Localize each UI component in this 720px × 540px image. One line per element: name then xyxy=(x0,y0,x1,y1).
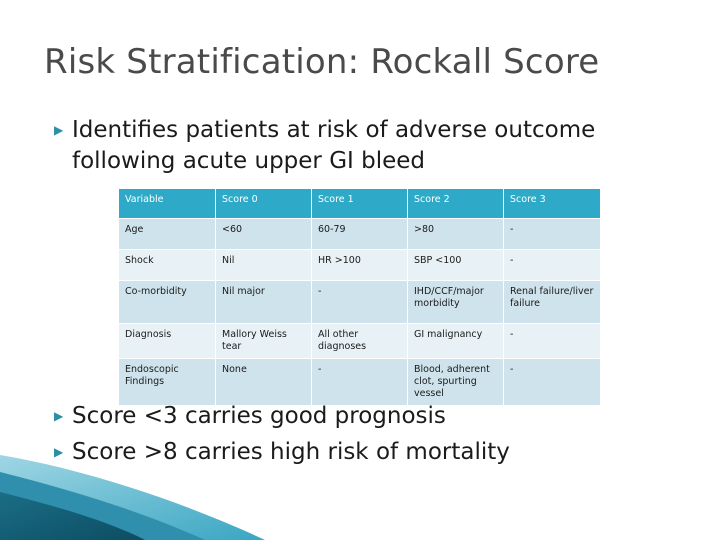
table-cell: Age xyxy=(118,218,216,250)
table-cell: Co-morbidity xyxy=(118,280,216,324)
header-score-3: Score 3 xyxy=(503,188,601,219)
table-cell: Nil major xyxy=(215,280,312,324)
table-cell: - xyxy=(311,358,408,406)
slide-title: Risk Stratification: Rockall Score xyxy=(44,42,600,82)
bullet-good-prognosis-text: Score <3 carries good prognosis xyxy=(72,403,446,429)
table-cell: Shock xyxy=(118,249,216,281)
table-cell: Diagnosis xyxy=(118,323,216,359)
bullet-intro-text: Identifies patients at risk of adverse o… xyxy=(72,117,596,174)
table-cell: - xyxy=(503,323,601,359)
table-cell: - xyxy=(503,249,601,281)
bullet-arrow-icon: ▶ xyxy=(54,445,64,459)
table-cell: - xyxy=(311,280,408,324)
table-cell: Blood, adherent clot, spurting vessel xyxy=(407,358,504,406)
table-cell: <60 xyxy=(215,218,312,250)
table-row: Shock Nil HR >100 SBP <100 - xyxy=(118,249,601,281)
table-cell: SBP <100 xyxy=(407,249,504,281)
table-row: Co-morbidity Nil major - IHD/CCF/major m… xyxy=(118,280,601,324)
table-header-row: Variable Score 0 Score 1 Score 2 Score 3 xyxy=(118,188,601,219)
bullet-high-risk-text: Score >8 carries high risk of mortality xyxy=(72,439,510,465)
table-row: Endoscopic Findings None - Blood, adhere… xyxy=(118,358,601,406)
swoosh-dark-band xyxy=(0,492,145,540)
table-cell: >80 xyxy=(407,218,504,250)
bullet-good-prognosis: ▶ Score <3 carries good prognosis xyxy=(54,401,694,432)
table-cell: - xyxy=(503,358,601,406)
rockall-table-container: Variable Score 0 Score 1 Score 2 Score 3… xyxy=(118,188,601,406)
table-row: Age <60 60-79 >80 - xyxy=(118,218,601,250)
table-cell: All other diagnoses xyxy=(311,323,408,359)
header-score-0: Score 0 xyxy=(215,188,312,219)
table-cell: 60-79 xyxy=(311,218,408,250)
table-cell: GI malignancy xyxy=(407,323,504,359)
swoosh-mid-band xyxy=(0,472,205,540)
bullet-arrow-icon: ▶ xyxy=(54,409,64,423)
header-variable: Variable xyxy=(118,188,216,219)
header-score-2: Score 2 xyxy=(407,188,504,219)
table-row: Diagnosis Mallory Weiss tear All other d… xyxy=(118,323,601,359)
table-cell: - xyxy=(503,218,601,250)
bullet-intro: ▶ Identifies patients at risk of adverse… xyxy=(54,115,694,177)
header-score-1: Score 1 xyxy=(311,188,408,219)
table-cell: Mallory Weiss tear xyxy=(215,323,312,359)
bullet-high-risk: ▶ Score >8 carries high risk of mortalit… xyxy=(54,437,694,468)
table-cell: IHD/CCF/major morbidity xyxy=(407,280,504,324)
table-cell: None xyxy=(215,358,312,406)
table-cell: Endoscopic Findings xyxy=(118,358,216,406)
bullet-arrow-icon: ▶ xyxy=(54,123,64,137)
table-cell: Nil xyxy=(215,249,312,281)
rockall-score-table: Variable Score 0 Score 1 Score 2 Score 3… xyxy=(118,188,601,406)
table-cell: HR >100 xyxy=(311,249,408,281)
table-cell: Renal failure/liver failure xyxy=(503,280,601,324)
